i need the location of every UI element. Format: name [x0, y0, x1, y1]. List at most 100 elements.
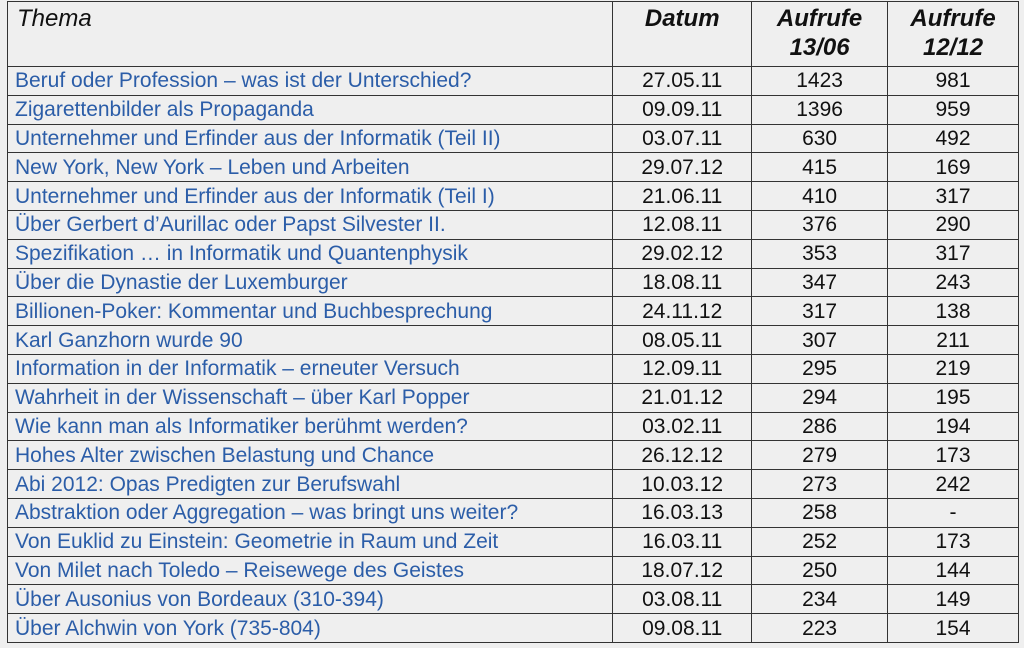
views-1212-cell: 492	[887, 123, 1019, 154]
table-row: Wahrheit in der Wissenschaft – über Karl…	[6, 382, 1019, 413]
table-row: Spezifikation … in Informatik und Quante…	[6, 238, 1019, 269]
date-cell: 26.12.12	[612, 440, 753, 471]
date-cell: 08.05.11	[612, 325, 753, 355]
topic-link[interactable]: Billionen-Poker: Kommentar und Buchbespr…	[6, 296, 614, 327]
date-cell: 03.08.11	[612, 584, 753, 615]
views-1212-cell: 195	[887, 382, 1019, 413]
table-row: Karl Ganzhorn wurde 90 08.05.11 307 211	[6, 325, 1019, 355]
header-datum: Datum	[612, 1, 753, 67]
date-cell: 16.03.13	[612, 497, 753, 528]
date-cell: 03.07.11	[612, 123, 753, 154]
topic-link[interactable]: Hohes Alter zwischen Belastung und Chanc…	[6, 440, 614, 471]
topic-link[interactable]: New York, New York – Leben und Arbeiten	[6, 152, 614, 183]
table-row: Von Euklid zu Einstein: Geometrie in Rau…	[6, 526, 1019, 557]
views-1212-cell: 149	[887, 584, 1019, 615]
date-cell: 21.06.11	[612, 181, 753, 211]
table-row: Über Alchwin von York (735-804) 09.08.11 2…	[6, 613, 1019, 643]
views-1212-cell: 173	[887, 526, 1019, 557]
table-row: Zigarettenbilder als Propaganda 09.09.11 1…	[6, 94, 1019, 125]
topic-link[interactable]: Wahrheit in der Wissenschaft – über Karl…	[6, 382, 614, 413]
topic-link[interactable]: Zigarettenbilder als Propaganda	[6, 94, 614, 125]
date-cell: 27.05.11	[612, 66, 753, 96]
views-1212-cell: 243	[887, 267, 1019, 298]
topic-link[interactable]: Karl Ganzhorn wurde 90	[6, 325, 614, 355]
table-row: Von Milet nach Toledo – Reisewege des Ge…	[6, 555, 1019, 586]
blog-statistics-table: Thema Datum Aufrufe 13/06 Aufrufe 12/12 Be…	[6, 1, 1019, 643]
views-1306-cell: 347	[751, 267, 889, 298]
views-1306-cell: 279	[751, 440, 889, 471]
topic-link[interactable]: Information in der Informatik – erneuter…	[6, 353, 614, 384]
date-cell: 03.02.11	[612, 411, 753, 442]
date-cell: 21.01.12	[612, 382, 753, 413]
table-row: Hohes Alter zwischen Belastung und Chanc…	[6, 440, 1019, 471]
header-aufrufe-1212-line2: 12/12	[922, 34, 984, 61]
date-cell: 29.02.12	[612, 238, 753, 269]
topic-link[interactable]: Von Euklid zu Einstein: Geometrie in Rau…	[6, 526, 614, 557]
date-cell: 09.08.11	[612, 613, 753, 643]
topic-link[interactable]: Über Ausonius von Bordeaux (310-394)	[6, 584, 614, 615]
date-cell: 16.03.11	[612, 526, 753, 557]
table-row: Über die Dynastie der Luxemburger 18.08.1…	[6, 267, 1019, 298]
views-1212-cell: 959	[887, 94, 1019, 125]
views-1306-cell: 294	[751, 382, 889, 413]
date-cell: 24.11.12	[612, 296, 753, 327]
views-1306-cell: 630	[751, 123, 889, 154]
views-1212-cell: 138	[887, 296, 1019, 327]
views-1306-cell: 234	[751, 584, 889, 615]
topic-link[interactable]: Beruf oder Profession – was ist der Unte…	[6, 66, 614, 96]
topic-link[interactable]: Über Alchwin von York (735-804)	[6, 613, 614, 643]
topic-link[interactable]: Über Gerbert d’Aurillac oder Papst Silve…	[6, 209, 614, 240]
views-1212-cell: 317	[887, 181, 1019, 211]
table-row: Unternehmer und Erfinder aus der Informa…	[6, 181, 1019, 211]
views-1212-cell: 173	[887, 440, 1019, 471]
date-cell: 10.03.12	[612, 469, 753, 499]
views-1212-cell: 981	[887, 66, 1019, 96]
header-aufrufe-1306-line2: 13/06	[789, 34, 850, 61]
views-1306-cell: 295	[751, 353, 889, 384]
date-cell: 29.07.12	[612, 152, 753, 183]
views-1306-cell: 317	[751, 296, 889, 327]
topic-link[interactable]: Unternehmer und Erfinder aus der Informa…	[6, 123, 614, 154]
views-1306-cell: 252	[751, 526, 889, 557]
table-row: New York, New York – Leben und Arbeiten 2…	[6, 152, 1019, 183]
views-1306-cell: 307	[751, 325, 889, 355]
views-1306-cell: 273	[751, 469, 889, 499]
views-1306-cell: 415	[751, 152, 889, 183]
header-thema: Thema	[6, 1, 614, 67]
views-1212-cell: 169	[887, 152, 1019, 183]
topic-link[interactable]: Abstraktion oder Aggregation – was bring…	[6, 497, 614, 528]
table-row: Beruf oder Profession – was ist der Unte…	[6, 66, 1019, 96]
views-1212-cell: 242	[887, 469, 1019, 499]
table-row: Billionen-Poker: Kommentar und Buchbespr…	[6, 296, 1019, 327]
views-1306-cell: 250	[751, 555, 889, 586]
views-1212-cell: -	[887, 497, 1019, 528]
table-row: Information in der Informatik – erneuter…	[6, 353, 1019, 384]
header-aufrufe-1306: Aufrufe 13/06	[751, 1, 889, 67]
views-1306-cell: 353	[751, 238, 889, 269]
table-row: Abstraktion oder Aggregation – was bring…	[6, 497, 1019, 528]
topic-link[interactable]: Abi 2012: Opas Predigten zur Berufswahl	[6, 469, 614, 499]
topic-link[interactable]: Über die Dynastie der Luxemburger	[6, 267, 614, 298]
views-1306-cell: 376	[751, 209, 889, 240]
table-row: Unternehmer und Erfinder aus der Informa…	[6, 123, 1019, 154]
views-1306-cell: 223	[751, 613, 889, 643]
date-cell: 12.08.11	[612, 209, 753, 240]
topic-link[interactable]: Von Milet nach Toledo – Reisewege des Ge…	[6, 555, 614, 586]
views-1212-cell: 211	[887, 325, 1019, 355]
views-1212-cell: 144	[887, 555, 1019, 586]
header-aufrufe-1212: Aufrufe 12/12	[887, 1, 1019, 67]
header-row: Thema Datum Aufrufe 13/06 Aufrufe 12/12	[6, 1, 1019, 67]
views-1306-cell: 1423	[751, 66, 889, 96]
topic-link[interactable]: Wie kann man als Informatiker berühmt we…	[6, 411, 614, 442]
table-row: Über Ausonius von Bordeaux (310-394) 03.0…	[6, 584, 1019, 615]
views-1212-cell: 219	[887, 353, 1019, 384]
topic-link[interactable]: Unternehmer und Erfinder aus der Informa…	[6, 181, 614, 211]
views-1306-cell: 258	[751, 497, 889, 528]
views-1212-cell: 317	[887, 238, 1019, 269]
views-1212-cell: 154	[887, 613, 1019, 643]
header-aufrufe-1306-line1: Aufrufe	[776, 5, 863, 32]
topic-link[interactable]: Spezifikation … in Informatik und Quante…	[6, 238, 614, 269]
views-1212-cell: 194	[887, 411, 1019, 442]
date-cell: 09.09.11	[612, 94, 753, 125]
date-cell: 18.08.11	[612, 267, 753, 298]
